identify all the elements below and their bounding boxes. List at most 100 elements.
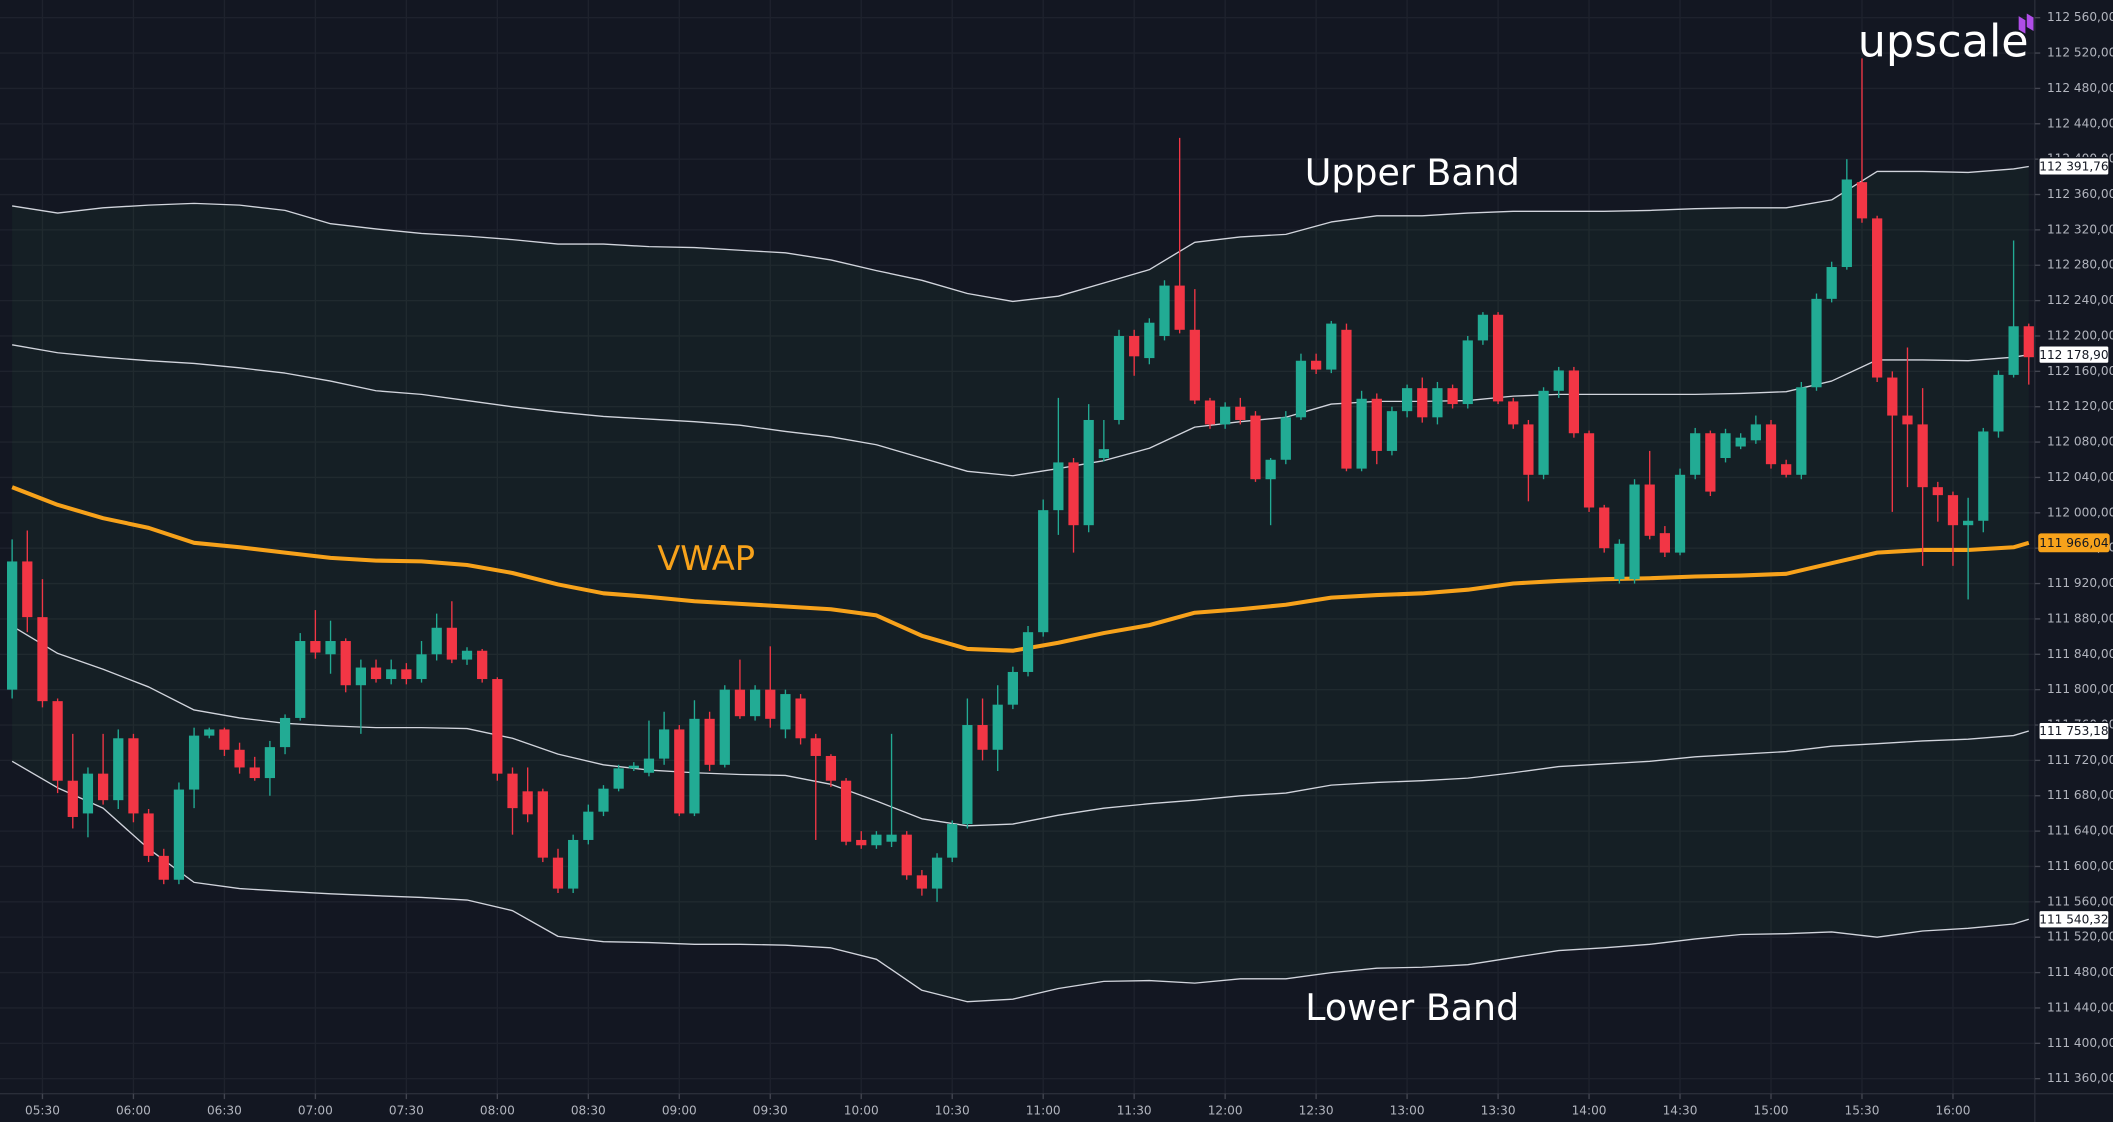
labels: Upper Band VWAP Lower Band upscale [657,13,2034,1029]
y-tick-label: 111 800,00 [2047,682,2113,696]
candle-body [1174,285,1185,330]
candle-body [992,704,1003,750]
price-label: 111 966,04 [2039,536,2109,550]
candle-body [719,689,730,765]
candle-layer [7,58,2034,902]
candle-body [795,698,806,739]
candle-body [340,641,351,686]
y-tick-label: 111 440,00 [2047,1000,2113,1014]
logo: upscale [1858,16,2029,67]
candle-body [1386,411,1398,451]
candle-body [1447,388,1458,405]
candle-body [886,834,897,842]
candle-body [279,717,291,748]
candle-body [1462,340,1473,405]
candle-body [1477,314,1489,341]
annotation: VWAP [657,539,755,578]
candle-body [310,641,321,653]
x-tick-label: 10:30 [935,1104,970,1118]
y-tick-label: 111 720,00 [2047,753,2113,767]
y-tick-label: 112 360,00 [2047,187,2113,201]
y-tick-label: 111 840,00 [2047,647,2113,661]
candle-body [507,773,518,809]
price-label-box [2038,721,2110,741]
x-tick-label: 08:00 [480,1104,515,1118]
candle-body [1189,329,1200,401]
price-label: 112 178,90 [2039,348,2108,362]
candle-body [537,791,548,858]
price-label-box [2038,909,2110,929]
candle-body [1508,401,1519,425]
y-tick-label: 112 440,00 [2047,116,2113,130]
band-line [11,485,2030,653]
candle-body [143,813,154,856]
candle-body [1674,474,1686,553]
candle-body [1887,377,1898,416]
candle-body [401,669,412,680]
candle-body [173,789,185,880]
candle-body [7,561,18,690]
candle-body [219,729,230,750]
annotation: Lower Band [1305,986,1519,1029]
candle-body [916,875,928,889]
candle-body [1159,285,1170,336]
y-tick-label: 111 680,00 [2047,788,2113,802]
band-line [12,165,2029,303]
x-tick-label: 12:30 [1299,1104,1334,1118]
candle-body [1583,433,1595,508]
candle-body [1356,398,1367,469]
candle-body [1947,495,1959,526]
candle-body [1811,298,1822,388]
candle-body [158,855,169,880]
candle-body [689,718,700,814]
x-tick-label: 15:00 [1754,1104,1789,1118]
candle-body [1265,459,1276,480]
candle-body [704,718,715,765]
candle-body [825,755,837,781]
band-line [11,625,2029,827]
candle-body [1144,322,1155,359]
candle-body [355,667,366,686]
candle-body [249,767,260,779]
candle-body [583,811,594,840]
candle-body [1750,424,1761,441]
y-tick-label: 111 880,00 [2047,611,2113,625]
x-tick-label: 08:30 [571,1104,606,1118]
candle-body [386,669,397,680]
y-tick-label: 112 120,00 [2047,399,2113,413]
x-tick-label: 05:30 [25,1104,60,1118]
x-tick-label: 06:00 [116,1104,151,1118]
candle-body [1614,543,1625,580]
candle-body [82,773,94,814]
candle-body [628,765,639,769]
candle-body [325,641,336,655]
candle-body [1568,370,1580,434]
candle-body [1841,179,1852,268]
candle-body [659,729,670,759]
candle-body [1371,398,1382,451]
y-tick-label: 111 560,00 [2047,894,2113,908]
candle-body [1235,406,1246,420]
candle-body [295,641,306,718]
grid [0,0,2035,1094]
candle-body [431,627,442,655]
price-label-box [2038,157,2110,176]
candle-body [1250,415,1261,480]
band-line [12,344,2029,477]
y-tick-label: 112 080,00 [2047,435,2113,449]
candle-body [1993,374,2004,432]
candle-body [1204,400,1216,425]
y-tick-label: 111 600,00 [2047,859,2113,873]
candle-body [128,738,139,814]
candle-body [1341,329,1352,469]
candle-body [1295,360,1307,418]
y-tick-label: 111 520,00 [2047,930,2113,944]
x-tick-label: 07:30 [389,1104,424,1118]
candle-body [840,780,852,842]
candle-body [1932,487,1943,496]
candle-body [264,747,276,779]
candle-body [1553,370,1564,391]
candle-body [370,667,382,680]
candle-body [780,694,791,730]
y-tick-label: 112 560,00 [2047,10,2113,24]
